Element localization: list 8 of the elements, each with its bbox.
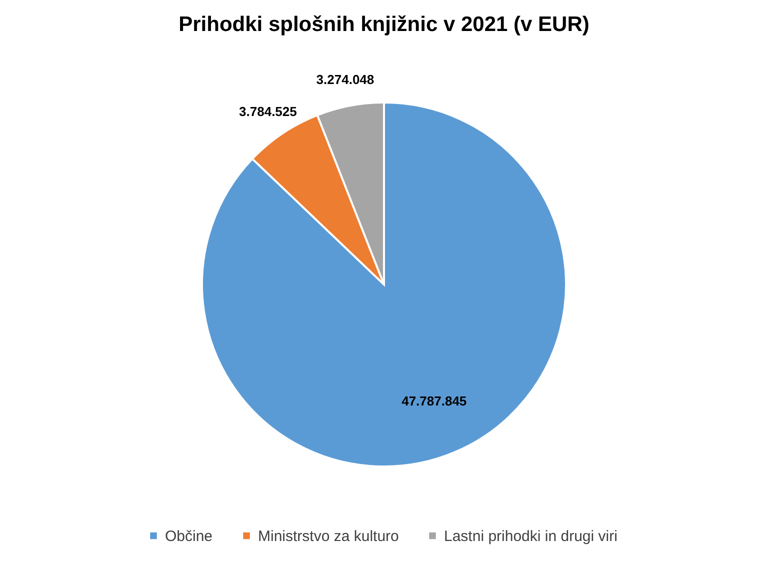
- legend-label: Ministrstvo za kulturo: [258, 528, 399, 545]
- pie-slice: [201, 102, 567, 468]
- data-label: 47.787.845: [402, 394, 467, 409]
- legend-label: Občine: [165, 528, 213, 545]
- chart-title: Prihodki splošnih knjižnic v 2021 (v EUR): [178, 13, 590, 36]
- data-label: 3.274.048: [316, 72, 374, 88]
- legend-label: Lastni prihodki in drugi viri: [444, 528, 618, 545]
- data-label: 3.784.525: [239, 104, 297, 119]
